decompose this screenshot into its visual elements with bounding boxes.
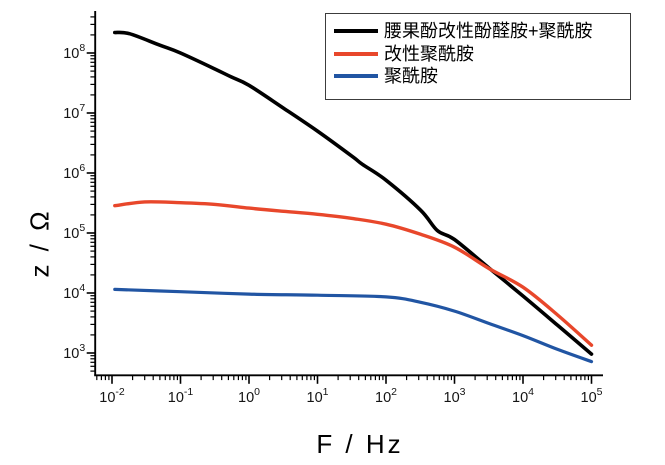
legend-line-swatch	[334, 51, 378, 56]
x-tick-label: 101	[307, 386, 329, 406]
legend-item: 腰果酚改性酚醛胺+聚酰胺	[334, 20, 630, 43]
y-tick-label: 107	[63, 102, 85, 122]
x-tick-label: 103	[444, 386, 466, 406]
legend-item: 聚酰胺	[334, 65, 630, 88]
x-tick-label: 100	[238, 386, 260, 406]
series-curve-1	[113, 200, 594, 347]
y-tick-label: 103	[63, 342, 85, 362]
y-tick-label: 108	[63, 42, 85, 62]
y-tick-label: 104	[63, 282, 85, 302]
y-tick-label: 106	[63, 162, 85, 182]
series-curve-2	[113, 287, 594, 364]
legend-line-swatch	[334, 29, 378, 34]
legend-item: 改性聚酰胺	[334, 43, 630, 66]
x-tick-label: 104	[512, 386, 534, 406]
y-axis-title: z / Ω	[24, 208, 55, 278]
x-axis-title: F / Hz	[316, 429, 404, 459]
legend-line-swatch	[334, 74, 378, 79]
x-tick-label: 10-1	[168, 386, 194, 406]
x-tick-label: 10-2	[99, 386, 125, 406]
x-tick-label: 102	[375, 386, 397, 406]
x-tick-label: 105	[581, 386, 603, 406]
y-tick-label: 105	[63, 222, 85, 242]
legend-item-label: 改性聚酰胺	[384, 43, 474, 64]
chart-legend: 腰果酚改性酚醛胺+聚酰胺 改性聚酰胺 聚酰胺	[325, 13, 631, 100]
legend-item-label: 聚酰胺	[384, 66, 438, 87]
legend-item-label: 腰果酚改性酚醛胺+聚酰胺	[384, 21, 593, 42]
